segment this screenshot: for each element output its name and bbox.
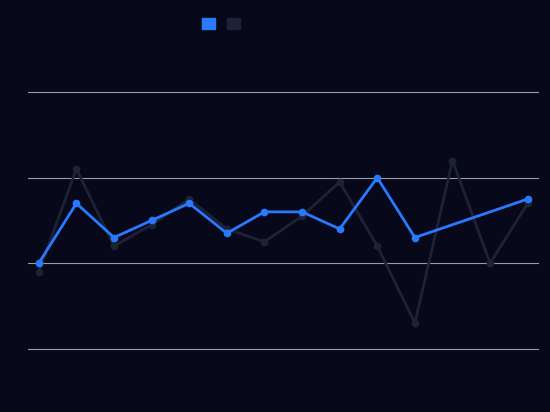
- Legend: , : ,: [197, 12, 247, 37]
